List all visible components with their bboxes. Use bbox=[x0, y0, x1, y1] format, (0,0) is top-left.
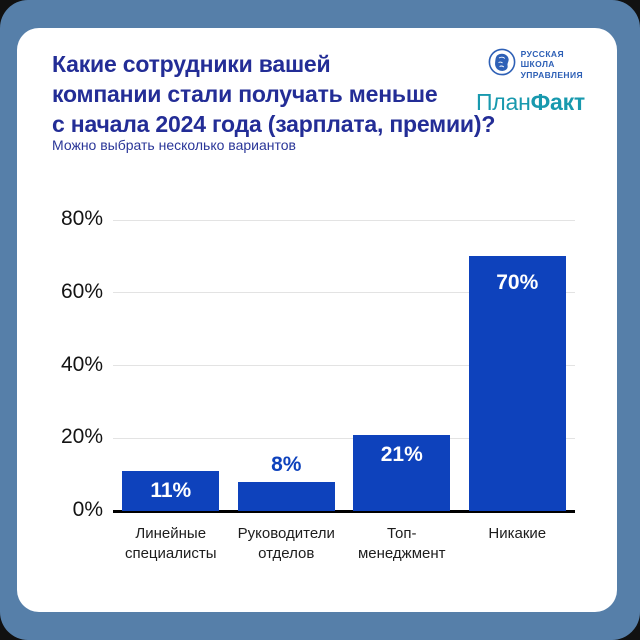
category-label-line: отделов bbox=[258, 544, 315, 562]
rsu-line-1: РУССКАЯ bbox=[520, 48, 564, 59]
rsu-line-2: ШКОЛА bbox=[520, 59, 555, 70]
bar-value-label: 8% bbox=[271, 452, 302, 476]
rsu-line-3: УПРАВЛЕНИЯ bbox=[520, 69, 583, 80]
title-line-1: Какие сотрудники вашей bbox=[52, 51, 331, 77]
category-label-line: Топ- bbox=[387, 525, 417, 542]
gridline-80 bbox=[113, 219, 575, 221]
gridline-60 bbox=[113, 292, 575, 294]
bar-value-label: 11% bbox=[150, 478, 192, 502]
category-label: Никакие bbox=[442, 524, 592, 544]
planfact-logo-bold: Факт bbox=[530, 89, 586, 115]
y-tick-label: 0% bbox=[72, 498, 103, 521]
category-label-line: Никакие bbox=[488, 525, 547, 542]
chart-bar bbox=[353, 434, 451, 511]
y-tick-label: 80% bbox=[60, 207, 103, 230]
x-axis-line bbox=[113, 510, 575, 513]
rsu-logo: РУССКАЯ ШКОЛА УПРАВЛЕНИЯ bbox=[488, 48, 583, 81]
planfact-logo: ПланФакт bbox=[476, 89, 585, 116]
planfact-logo-regular: План bbox=[475, 89, 531, 115]
title-line-3: с начала 2024 года (зарплата, премии)? bbox=[52, 111, 496, 137]
category-label: Линейные специалисты bbox=[96, 524, 246, 563]
y-tick-label: 60% bbox=[60, 279, 103, 303]
y-tick-label: 20% bbox=[60, 425, 103, 449]
rsu-logo-text: РУССКАЯ ШКОЛА УПРАВЛЕНИЯ bbox=[521, 49, 583, 81]
portrait-in-circle-icon bbox=[488, 48, 516, 81]
chart-subtitle: Можно выбрать несколько вариантов bbox=[52, 137, 296, 153]
category-label-line: специалисты bbox=[124, 544, 217, 562]
category-label-line: менеджмент bbox=[357, 544, 446, 562]
category-label-line: Руководители bbox=[237, 525, 335, 542]
category-label-line: Линейные bbox=[135, 525, 207, 542]
title-line-2: компании стали получать меньше bbox=[52, 81, 438, 107]
category-label: Топ-менеджмент bbox=[327, 524, 477, 563]
chart-title: Какие сотрудники вашей компании стали по… bbox=[52, 49, 495, 139]
gridline-20 bbox=[113, 437, 575, 439]
category-label: Руководители отделов bbox=[211, 524, 361, 563]
chart-bar bbox=[468, 256, 566, 511]
chart-bar bbox=[122, 470, 220, 511]
bar-value-label: 21% bbox=[380, 442, 423, 466]
y-tick-label: 40% bbox=[60, 352, 103, 376]
gridline-40 bbox=[113, 365, 575, 366]
chart-bar bbox=[237, 481, 335, 511]
bar-value-label: 70% bbox=[496, 271, 539, 295]
